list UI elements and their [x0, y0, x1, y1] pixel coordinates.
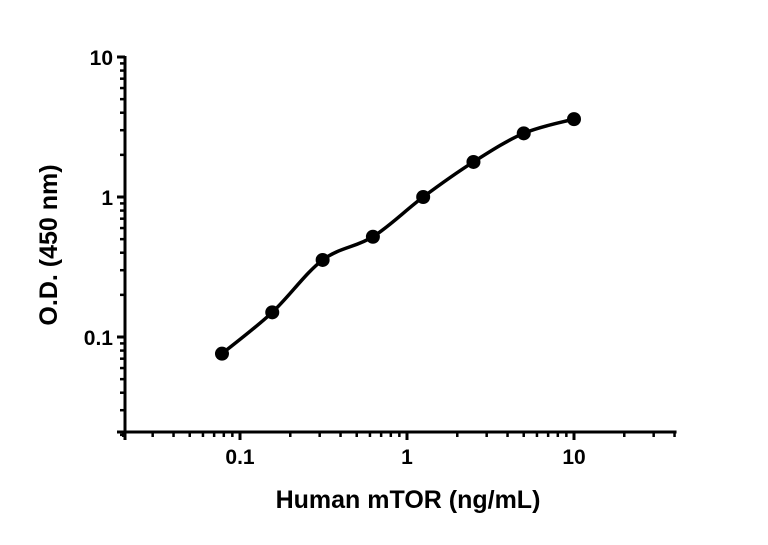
data-point — [416, 190, 431, 204]
y-tick-label: 1 — [101, 187, 113, 210]
x-tick-label: 0.1 — [225, 446, 255, 469]
x-tick-label: 10 — [562, 446, 585, 469]
y-axis: 0.1 1 10 — [84, 47, 127, 437]
data-point — [466, 154, 481, 169]
y-axis-title: O.D. (450 nm) — [35, 164, 63, 325]
data-point — [516, 126, 531, 141]
data-point — [265, 305, 280, 320]
data-point — [315, 252, 330, 267]
y-tick-label: 0.1 — [84, 327, 114, 350]
data-points — [214, 112, 581, 361]
y-tick-label: 10 — [90, 47, 113, 70]
data-point — [214, 346, 229, 361]
x-axis-title: Human mTOR (ng/mL) — [276, 486, 541, 514]
data-point — [365, 229, 380, 244]
data-point — [567, 112, 581, 127]
x-axis: 0.1 1 10 — [122, 430, 677, 469]
x-tick-label: 1 — [401, 446, 413, 469]
